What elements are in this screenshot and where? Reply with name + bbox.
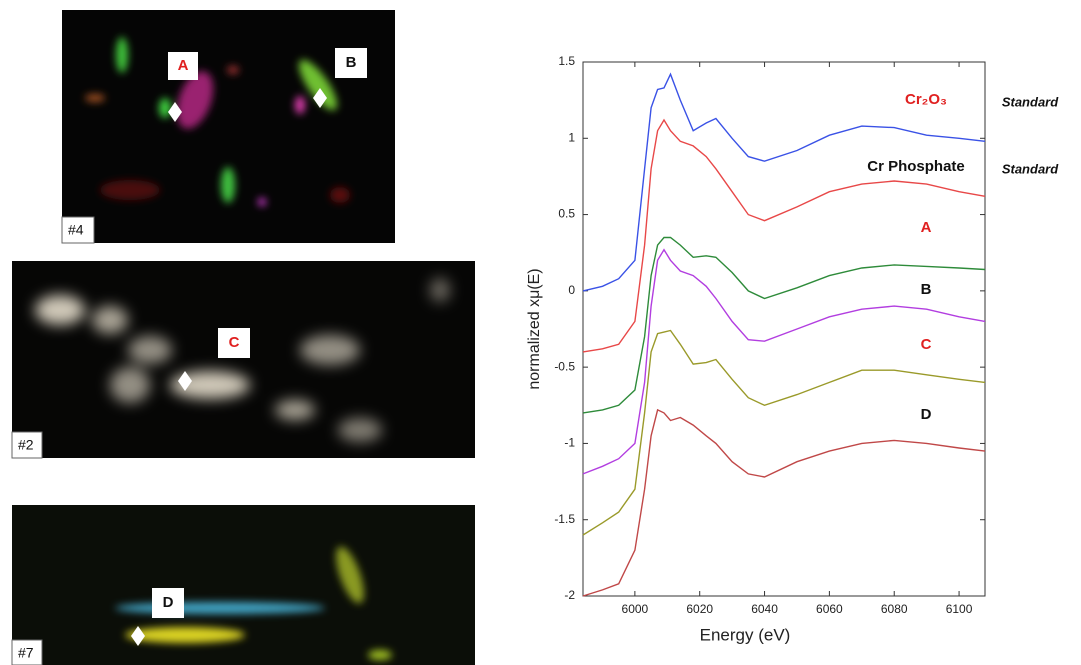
series-line xyxy=(582,248,986,475)
x-tick-label: 6080 xyxy=(881,602,908,616)
y-tick-label: 0.5 xyxy=(558,207,575,221)
x-tick-label: 6000 xyxy=(622,602,649,616)
series-tag: Standard xyxy=(1002,161,1059,176)
image-panel: #7 D xyxy=(11,505,475,665)
series-tag: Standard xyxy=(1002,94,1059,109)
panel-id: #2 xyxy=(18,437,34,453)
image-panel: #4 A B xyxy=(61,10,395,244)
image-panel: #2 C xyxy=(11,261,475,459)
panel-id: #4 xyxy=(68,222,84,238)
series-label: D xyxy=(921,406,932,423)
series-label: A xyxy=(921,219,932,236)
series-label: B xyxy=(921,281,932,298)
panel-id: #7 xyxy=(18,645,34,661)
series-line xyxy=(582,118,986,353)
y-tick-label: -1.5 xyxy=(554,512,575,526)
spot-label: C xyxy=(229,334,240,351)
x-tick-label: 6020 xyxy=(686,602,713,616)
series-line xyxy=(582,72,986,292)
plot-frame xyxy=(582,61,986,597)
series-label: Cr Phosphate xyxy=(867,158,965,175)
x-tick-label: 6060 xyxy=(816,602,843,616)
y-axis-label: normalized xμ(E) xyxy=(526,268,543,389)
series-label: C xyxy=(921,336,932,353)
y-tick-label: 0 xyxy=(568,283,575,297)
series-line xyxy=(582,329,986,536)
series-line xyxy=(582,408,986,597)
y-tick-label: 1.5 xyxy=(558,54,575,68)
x-axis-label: Energy (eV) xyxy=(700,625,791,644)
x-tick-label: 6100 xyxy=(946,602,973,616)
spot-label: D xyxy=(163,594,174,611)
y-tick-label: -2 xyxy=(564,588,575,602)
spot-label: B xyxy=(346,54,357,71)
x-tick-label: 6040 xyxy=(751,602,778,616)
series-label: Cr₂O₃ xyxy=(905,91,947,108)
y-tick-label: 1 xyxy=(568,130,575,144)
series-line xyxy=(582,236,986,414)
spot-label: A xyxy=(178,57,189,74)
y-tick-label: -1 xyxy=(564,436,575,450)
y-tick-label: -0.5 xyxy=(554,359,575,373)
